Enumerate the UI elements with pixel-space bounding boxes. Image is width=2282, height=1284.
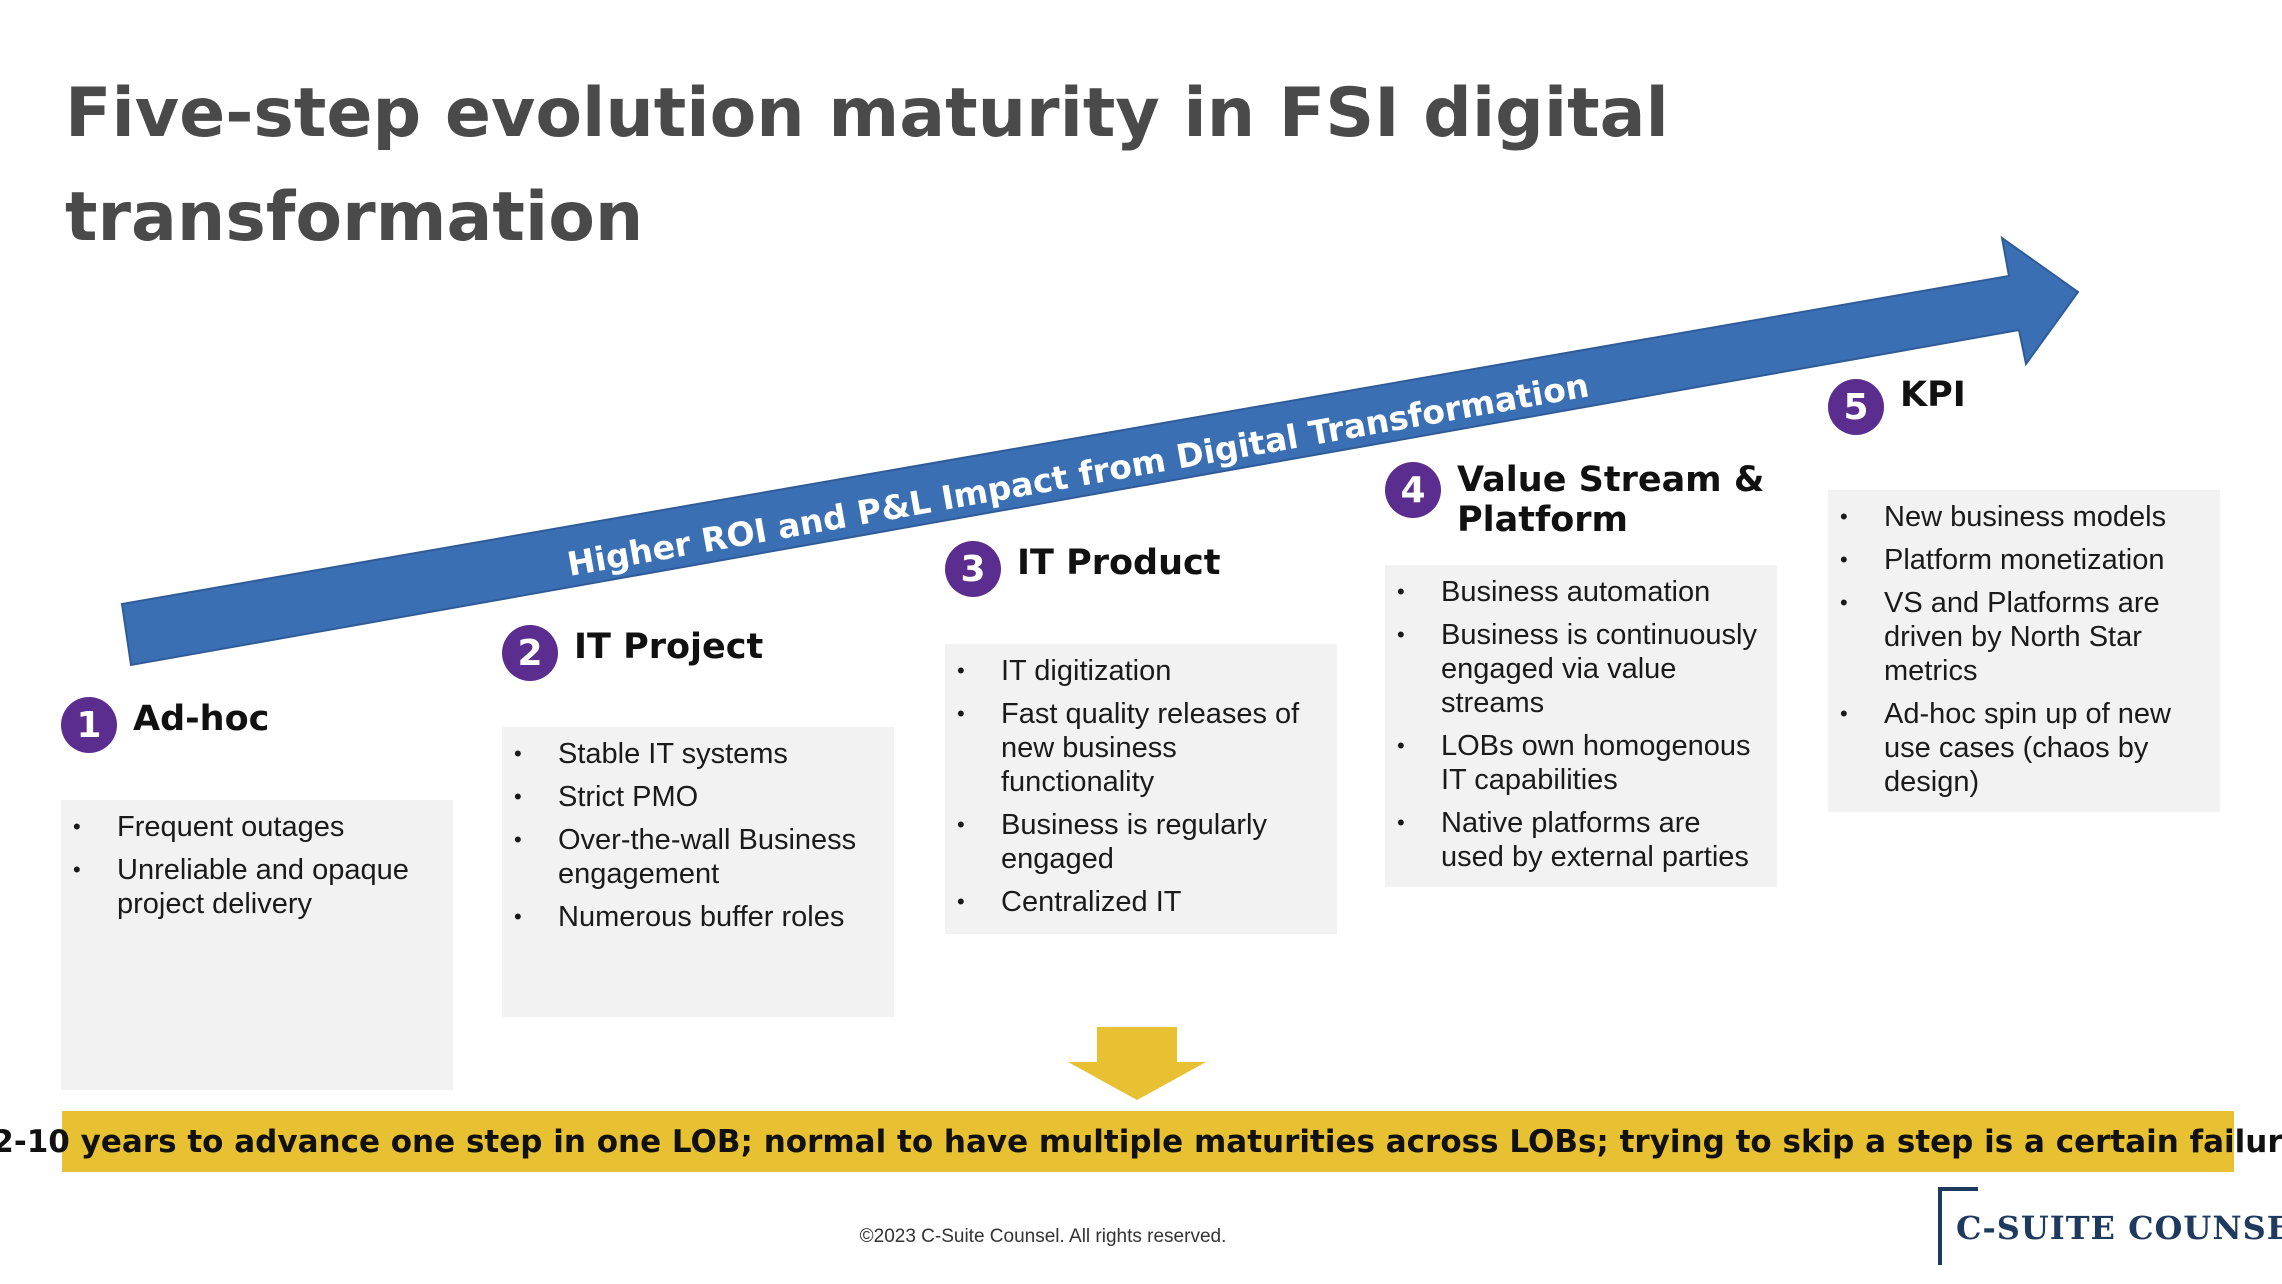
bullet-icon: • bbox=[1840, 547, 1848, 572]
logo-text: C-SUITE COUNSEL bbox=[1956, 1209, 2282, 1247]
step-2-title: IT Project bbox=[574, 627, 764, 667]
bullet-icon: • bbox=[514, 741, 522, 766]
bullet-icon: • bbox=[957, 658, 965, 683]
bullet-icon: • bbox=[1840, 701, 1848, 726]
step-4-item: • LOBs own homogenous IT capabilities bbox=[1397, 730, 1751, 796]
step-5-title: KPI bbox=[1900, 375, 1966, 415]
step-1-number-badge: 1 bbox=[61, 697, 117, 753]
step-5-item: • Platform monetization bbox=[1840, 544, 2165, 576]
step-4-item: • Business is continuously engaged via va… bbox=[1397, 619, 1757, 719]
slide-title: Five-step evolution maturity in FSI digi… bbox=[65, 74, 1669, 257]
down-arrow bbox=[1068, 1027, 1206, 1100]
step-4-number-badge: 4 bbox=[1385, 462, 1441, 518]
bullet-icon: • bbox=[957, 812, 965, 837]
step-1-title: Ad-hoc bbox=[133, 699, 270, 739]
step-2-item: • Strict PMO bbox=[514, 781, 699, 813]
bullet-icon: • bbox=[1397, 733, 1405, 758]
step-2-header: 2 IT Project bbox=[502, 625, 763, 681]
step-1-item: • Unreliable and opaque project delivery bbox=[73, 854, 409, 920]
step-2-box: • Stable IT systems • Strict PMO • Over-the… bbox=[502, 727, 894, 1017]
roi-arrow bbox=[120, 235, 2080, 667]
step-3-item: • Fast quality releases of new business f… bbox=[957, 698, 1300, 798]
step-5-number-badge: 5 bbox=[1828, 379, 1884, 435]
copyright-notice: ©2023 C-Suite Counsel. All rights reserv… bbox=[859, 1226, 1227, 1247]
step-5-item: • VS and Platforms are driven by North St… bbox=[1840, 587, 2160, 687]
step-1-item: • Frequent outages bbox=[73, 811, 345, 843]
bullet-icon: • bbox=[1840, 590, 1848, 615]
bullet-icon: • bbox=[514, 827, 522, 852]
step-4-item: • Native platforms are used by external p… bbox=[1397, 807, 1749, 873]
bullet-icon: • bbox=[1397, 579, 1405, 604]
step-5-item: • Ad-hoc spin up of new use cases (chaos … bbox=[1840, 698, 2171, 798]
company-logo: C-SUITE COUNSEL bbox=[1938, 1187, 2282, 1265]
step-5-item: • New business models bbox=[1840, 501, 2167, 533]
bullet-icon: • bbox=[1397, 622, 1405, 647]
step-3-box: • IT digitization • Fast quality releases … bbox=[945, 644, 1337, 934]
step-1-box: • Frequent outages • Unreliable and opaque… bbox=[61, 800, 453, 1090]
step-3-item: • Business is regularly engaged bbox=[957, 809, 1267, 875]
bullet-icon: • bbox=[73, 814, 81, 839]
bullet-icon: • bbox=[1397, 810, 1405, 835]
step-4-title: Value Stream & Platform bbox=[1457, 460, 1765, 540]
logo-bracket bbox=[1938, 1187, 1978, 1265]
bullet-icon: • bbox=[1840, 504, 1848, 529]
step-1-header: 1 Ad-hoc bbox=[61, 697, 269, 753]
bullet-icon: • bbox=[514, 784, 522, 809]
step-3-title: IT Product bbox=[1017, 543, 1221, 583]
bullet-icon: • bbox=[957, 701, 965, 726]
step-5-box: • New business models • Platform monetizat… bbox=[1828, 490, 2220, 812]
step-4-item: • Business automation bbox=[1397, 576, 1711, 608]
bullet-icon: • bbox=[514, 904, 522, 929]
bullet-icon: • bbox=[73, 857, 81, 882]
step-4-header: 4 Value Stream & Platform bbox=[1385, 460, 1787, 540]
step-3-item: • Centralized IT bbox=[957, 886, 1182, 918]
step-3-item: • IT digitization bbox=[957, 655, 1172, 687]
step-2-item: • Over-the-wall Business engagement bbox=[514, 824, 857, 890]
step-4-box: • Business automation • Business is contin… bbox=[1385, 565, 1777, 887]
step-3-number-badge: 3 bbox=[945, 541, 1001, 597]
step-2-item: • Numerous buffer roles bbox=[514, 901, 845, 933]
conclusion-banner: 2-10 years to advance one step in one LO… bbox=[0, 1111, 2282, 1172]
step-2-item: • Stable IT systems bbox=[514, 738, 788, 770]
step-2-number-badge: 2 bbox=[502, 625, 558, 681]
bullet-icon: • bbox=[957, 889, 965, 914]
step-3-header: 3 IT Product bbox=[945, 541, 1221, 597]
step-5-header: 5 KPI bbox=[1828, 375, 1966, 435]
